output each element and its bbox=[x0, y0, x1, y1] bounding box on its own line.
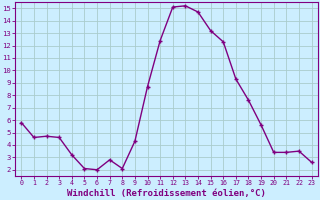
X-axis label: Windchill (Refroidissement éolien,°C): Windchill (Refroidissement éolien,°C) bbox=[67, 189, 266, 198]
